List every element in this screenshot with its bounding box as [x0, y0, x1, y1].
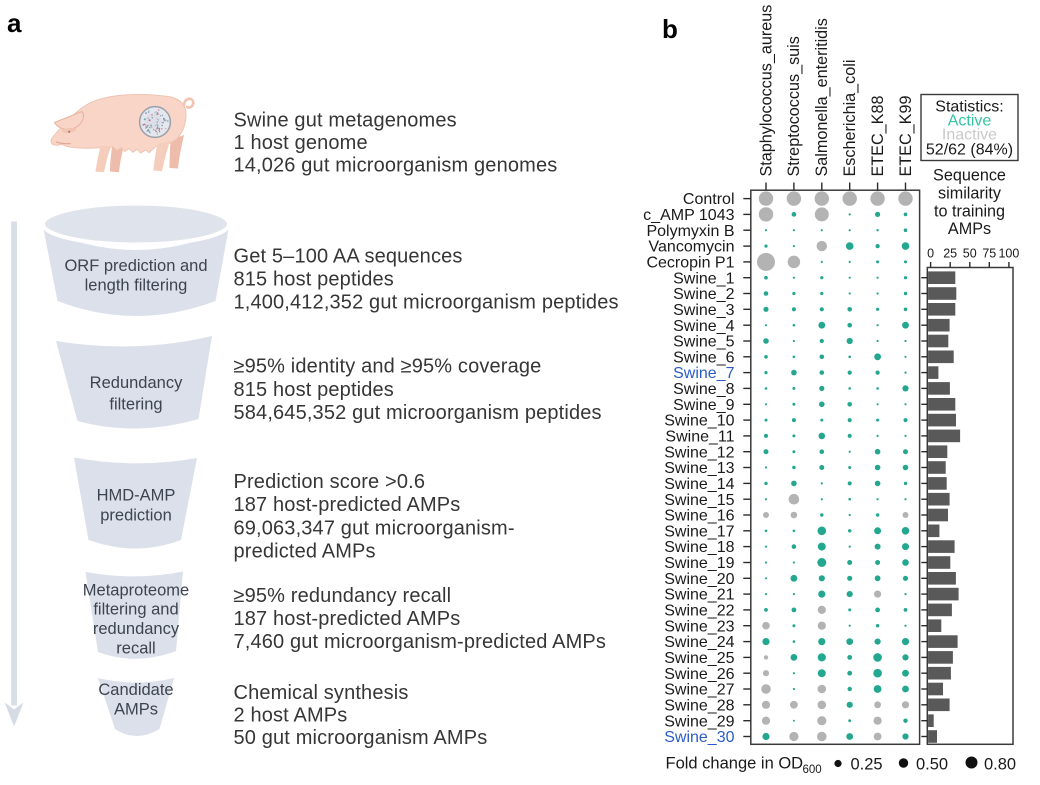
svg-text:redundancy: redundancy	[93, 620, 180, 638]
svg-text:Swine_15: Swine_15	[664, 492, 734, 509]
svg-text:AMPs: AMPs	[114, 701, 158, 719]
svg-text:50 gut microorganism AMPs: 50 gut microorganism AMPs	[234, 727, 488, 749]
svg-text:filtering and: filtering and	[93, 601, 178, 619]
svg-text:similarity: similarity	[938, 184, 1002, 202]
svg-text:Swine_4: Swine_4	[673, 318, 734, 335]
svg-text:50: 50	[963, 247, 977, 261]
svg-text:≥95% identity and ≥95% coverag: ≥95% identity and ≥95% coverage	[234, 356, 542, 378]
svg-text:0.80: 0.80	[984, 755, 1016, 773]
svg-text:1,400,412,352 gut microorganis: 1,400,412,352 gut microorganism peptides	[234, 292, 619, 314]
svg-text:100: 100	[998, 247, 1019, 261]
svg-text:Swine_27: Swine_27	[664, 682, 734, 699]
svg-text:Swine_5: Swine_5	[673, 334, 734, 351]
svg-text:Swine_14: Swine_14	[664, 476, 734, 493]
svg-text:to training: to training	[934, 202, 1005, 220]
svg-text:815 host peptides: 815 host peptides	[234, 379, 394, 401]
svg-text:187 host-predicted AMPs: 187 host-predicted AMPs	[234, 494, 461, 516]
svg-text:ETEC_K88: ETEC_K88	[869, 96, 887, 177]
svg-text:filtering: filtering	[109, 396, 162, 414]
svg-text:Escherichia_coli: Escherichia_coli	[841, 60, 859, 177]
svg-text:Redundancy: Redundancy	[90, 374, 183, 392]
svg-text:Swine_6: Swine_6	[673, 349, 734, 366]
svg-text:Swine_9: Swine_9	[673, 397, 734, 414]
svg-text:Candidate: Candidate	[98, 681, 173, 699]
svg-text:a: a	[7, 8, 22, 38]
svg-text:Get 5–100 AA sequences: Get 5–100 AA sequences	[234, 246, 463, 268]
svg-text:Swine_11: Swine_11	[665, 429, 734, 446]
svg-text:69,063,347 gut microorganism-: 69,063,347 gut microorganism-	[234, 517, 515, 539]
svg-text:Fold change in OD: Fold change in OD	[666, 755, 804, 773]
svg-text:Vancomycin: Vancomycin	[649, 239, 735, 256]
svg-text:Streptococcus_suis: Streptococcus_suis	[785, 36, 803, 176]
svg-text:187 host-predicted AMPs: 187 host-predicted AMPs	[234, 608, 461, 630]
svg-text:Swine_21: Swine_21	[664, 587, 734, 604]
svg-text:Swine_24: Swine_24	[664, 634, 734, 651]
svg-text:584,645,352 gut microorganism: 584,645,352 gut microorganism peptides	[234, 402, 602, 424]
svg-text:ORF prediction and: ORF prediction and	[64, 257, 207, 275]
svg-text:2 host AMPs: 2 host AMPs	[234, 704, 348, 726]
svg-text:≥95% redundancy recall: ≥95% redundancy recall	[234, 585, 452, 607]
svg-text:recall: recall	[116, 640, 155, 658]
svg-text:Swine_8: Swine_8	[673, 381, 734, 398]
svg-text:1 host genome: 1 host genome	[234, 132, 368, 154]
svg-text:ETEC_K99: ETEC_K99	[897, 96, 915, 177]
svg-text:Swine_16: Swine_16	[664, 508, 734, 525]
svg-text:length filtering: length filtering	[85, 277, 188, 295]
svg-text:0.50: 0.50	[916, 755, 948, 773]
svg-text:Swine_13: Swine_13	[664, 460, 734, 477]
svg-text:25: 25	[943, 247, 957, 261]
svg-text:Swine gut metagenomes: Swine gut metagenomes	[234, 109, 457, 131]
svg-text:600: 600	[803, 764, 822, 776]
svg-text:Swine_25: Swine_25	[664, 650, 734, 667]
svg-text:b: b	[662, 14, 678, 44]
svg-text:Swine_30: Swine_30	[664, 729, 734, 746]
svg-text:0.25: 0.25	[851, 755, 883, 773]
svg-text:Swine_28: Swine_28	[664, 697, 734, 714]
svg-text:52/62 (84%): 52/62 (84%)	[926, 142, 1013, 159]
svg-text:Sequence: Sequence	[933, 167, 1006, 185]
svg-text:Salmonella_enteritidis: Salmonella_enteritidis	[813, 18, 831, 176]
svg-text:Control: Control	[683, 191, 735, 208]
svg-text:75: 75	[982, 247, 996, 261]
svg-text:0: 0	[927, 247, 934, 261]
svg-text:Swine_20: Swine_20	[664, 571, 734, 588]
svg-text:Swine_1: Swine_1	[673, 270, 734, 287]
svg-text:Swine_29: Swine_29	[664, 713, 734, 730]
svg-text:prediction: prediction	[100, 507, 172, 525]
svg-text:Statistics:: Statistics:	[935, 99, 1003, 116]
svg-text:Chemical synthesis: Chemical synthesis	[234, 682, 409, 704]
svg-text:815 host peptides: 815 host peptides	[234, 269, 394, 291]
svg-text:Swine_23: Swine_23	[664, 618, 734, 635]
svg-text:Prediction score >0.6: Prediction score >0.6	[234, 471, 426, 493]
svg-text:Swine_7: Swine_7	[673, 365, 734, 382]
svg-text:AMPs: AMPs	[948, 220, 991, 238]
svg-text:Swine_22: Swine_22	[664, 603, 734, 620]
svg-text:Polymyxin B: Polymyxin B	[646, 223, 734, 240]
svg-text:Active: Active	[948, 113, 992, 130]
svg-text:c_AMP 1043: c_AMP 1043	[643, 207, 734, 224]
svg-text:Swine_3: Swine_3	[673, 302, 734, 319]
svg-text:Swine_17: Swine_17	[664, 523, 734, 540]
svg-text:Cecropin P1: Cecropin P1	[646, 254, 734, 271]
svg-text:Swine_10: Swine_10	[664, 413, 734, 430]
svg-text:Swine_18: Swine_18	[664, 539, 734, 556]
svg-text:predicted AMPs: predicted AMPs	[234, 541, 376, 563]
svg-text:Staphylococcus_aureus: Staphylococcus_aureus	[757, 5, 775, 177]
svg-text:Inactive: Inactive	[942, 127, 997, 144]
svg-text:Swine_2: Swine_2	[673, 286, 734, 303]
svg-text:14,026 gut microorganism genom: 14,026 gut microorganism genomes	[234, 155, 558, 177]
svg-text:HMD-AMP: HMD-AMP	[97, 487, 176, 505]
svg-text:Metaproteome: Metaproteome	[83, 582, 189, 600]
svg-text:7,460 gut microorganism-predic: 7,460 gut microorganism-predicted AMPs	[234, 631, 607, 653]
svg-text:Swine_19: Swine_19	[664, 555, 734, 572]
svg-text:Swine_26: Swine_26	[664, 666, 734, 683]
svg-text:Swine_12: Swine_12	[664, 444, 734, 461]
